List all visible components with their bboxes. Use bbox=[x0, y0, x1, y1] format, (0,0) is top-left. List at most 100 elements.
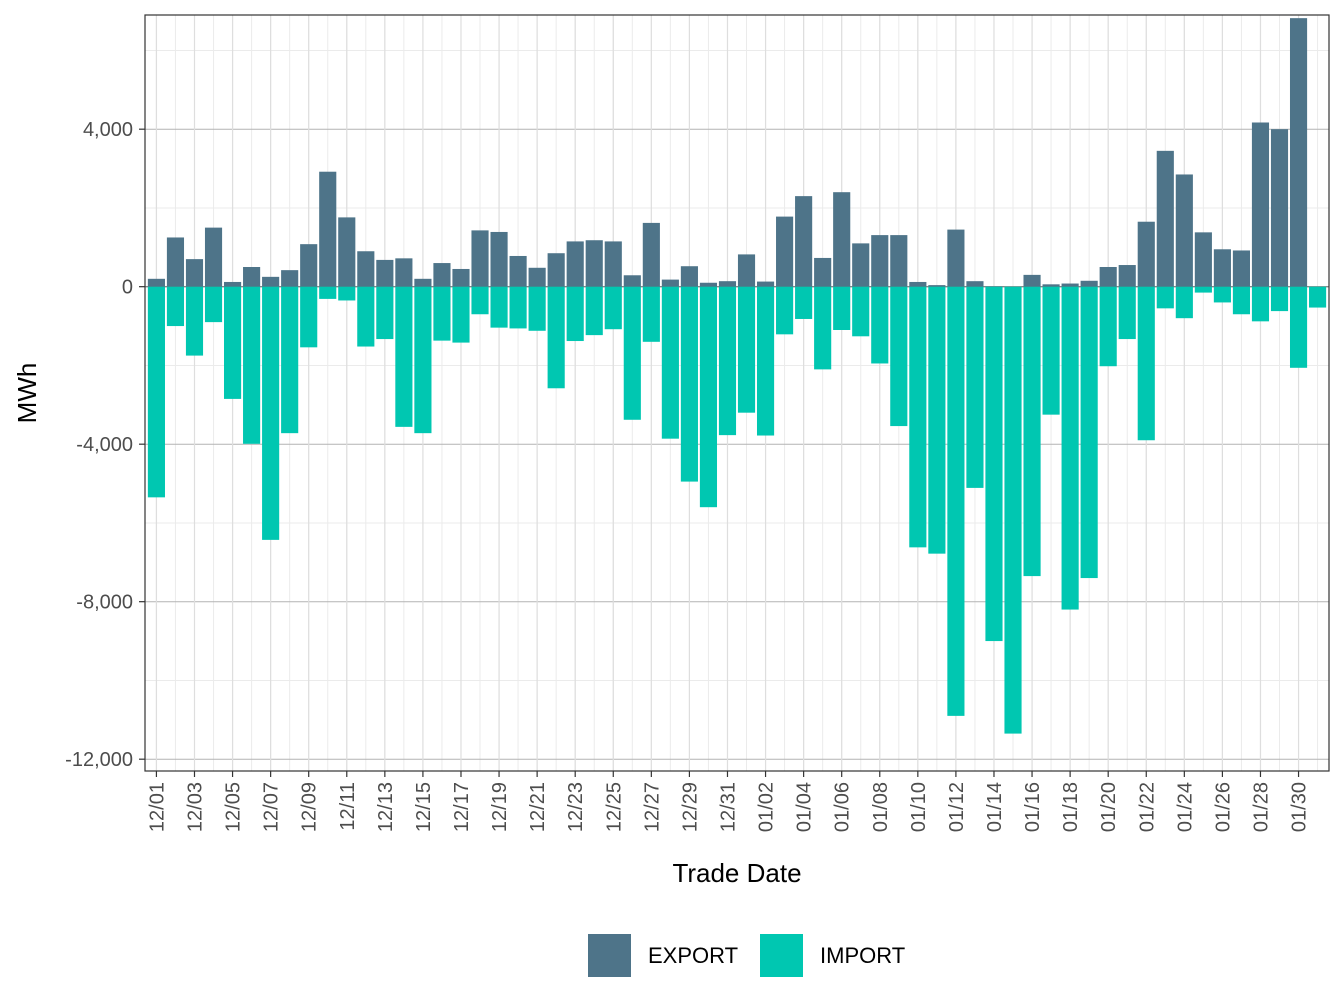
x-tick-label: 12/25 bbox=[603, 782, 625, 832]
x-tick-label: 12/03 bbox=[184, 782, 206, 832]
bar-import-12-04 bbox=[204, 286, 223, 323]
x-tick-label: 01/20 bbox=[1098, 782, 1120, 832]
bar-export-01-18 bbox=[1061, 283, 1079, 287]
bar-import-01-15 bbox=[1004, 286, 1022, 734]
plot-area bbox=[145, 15, 1329, 771]
panel-frame bbox=[144, 14, 1330, 772]
y-tick-label: 0 bbox=[122, 277, 133, 299]
legend-swatch-import bbox=[760, 934, 803, 977]
bar-import-01-28 bbox=[1251, 286, 1270, 322]
bar-import-12-02 bbox=[166, 286, 185, 327]
y-axis: 4,000 0 -4,000 -8,000 -12,000 bbox=[65, 119, 145, 771]
bar-export-01-12 bbox=[947, 229, 965, 287]
bar-import-12-06 bbox=[243, 286, 261, 444]
bar-import-01-26 bbox=[1213, 286, 1231, 303]
bar-import-01-07 bbox=[852, 286, 870, 337]
bar-import-12-11 bbox=[338, 286, 356, 301]
bar-export-01-13 bbox=[966, 281, 984, 287]
bar-export-12-06 bbox=[243, 267, 261, 287]
bar-export-01-05 bbox=[814, 257, 832, 287]
bar-import-12-29 bbox=[680, 286, 698, 482]
bar-import-01-12 bbox=[947, 286, 965, 716]
bar-export-12-04 bbox=[204, 227, 223, 287]
x-tick-label: 12/31 bbox=[717, 782, 739, 832]
bar-export-01-03 bbox=[776, 216, 794, 287]
x-tick-label: 01/26 bbox=[1212, 782, 1234, 832]
bar-import-12-07 bbox=[262, 286, 280, 540]
bar-export-12-20 bbox=[509, 255, 527, 287]
bar-export-01-26 bbox=[1213, 249, 1231, 287]
bar-export-01-04 bbox=[795, 196, 813, 287]
bar-export-01-16 bbox=[1023, 274, 1041, 287]
bar-import-01-31 bbox=[1309, 286, 1327, 308]
x-tick-label: 01/30 bbox=[1289, 782, 1311, 832]
panel-border bbox=[144, 14, 1330, 772]
bar-export-12-08 bbox=[281, 270, 299, 287]
bar-export-12-15 bbox=[414, 278, 432, 287]
bar-import-01-02 bbox=[756, 286, 775, 436]
bar-import-12-22 bbox=[547, 286, 565, 389]
bar-export-12-30 bbox=[699, 282, 718, 287]
bar-export-12-27 bbox=[642, 222, 660, 287]
bar-export-01-30 bbox=[1289, 18, 1308, 287]
bar-import-12-21 bbox=[528, 286, 546, 331]
bar-import-01-01 bbox=[737, 286, 756, 413]
legend-swatch-export bbox=[588, 934, 631, 977]
bar-export-12-10 bbox=[319, 171, 337, 287]
x-tick-label: 12/11 bbox=[337, 782, 359, 831]
bar-import-12-25 bbox=[604, 286, 622, 330]
bar-export-01-25 bbox=[1194, 232, 1212, 287]
bar-import-01-16 bbox=[1023, 286, 1041, 577]
bar-export-12-11 bbox=[338, 217, 356, 287]
x-tick-label: 12/23 bbox=[565, 782, 587, 832]
bar-export-01-28 bbox=[1251, 122, 1270, 287]
x-tick-label: 12/01 bbox=[146, 782, 168, 832]
bar-export-12-09 bbox=[300, 244, 318, 287]
bar-export-01-11 bbox=[928, 285, 946, 287]
bar-export-12-12 bbox=[357, 251, 375, 287]
bar-import-01-09 bbox=[890, 286, 908, 427]
plot-background bbox=[145, 15, 1329, 771]
bar-import-01-05 bbox=[814, 286, 832, 370]
legend-label-import: IMPORT bbox=[820, 943, 905, 968]
x-tick-label: 12/07 bbox=[261, 782, 283, 832]
x-tick-label: 01/16 bbox=[1022, 782, 1044, 832]
bar-import-01-10 bbox=[909, 286, 927, 548]
bar-export-12-03 bbox=[185, 259, 204, 287]
bar-export-01-02 bbox=[756, 281, 775, 287]
bar-export-01-22 bbox=[1137, 221, 1155, 287]
bar-import-01-18 bbox=[1061, 286, 1079, 610]
bar-export-01-23 bbox=[1156, 150, 1174, 287]
bar-export-01-27 bbox=[1232, 250, 1251, 287]
x-tick-label: 12/15 bbox=[413, 782, 435, 832]
x-tick-label: 12/13 bbox=[375, 782, 397, 832]
y-tick-label: -8,000 bbox=[76, 592, 133, 614]
bar-import-01-30 bbox=[1289, 286, 1308, 368]
bar-import-12-05 bbox=[223, 286, 242, 399]
bar-export-12-02 bbox=[166, 237, 185, 287]
x-tick-label: 01/06 bbox=[832, 782, 854, 832]
bar-export-01-08 bbox=[871, 235, 889, 287]
bar-import-01-23 bbox=[1156, 286, 1174, 309]
bar-export-01-19 bbox=[1080, 280, 1098, 287]
bar-import-01-25 bbox=[1194, 286, 1212, 293]
x-tick-label: 12/21 bbox=[527, 782, 549, 832]
bar-export-12-19 bbox=[490, 231, 508, 287]
bar-export-12-26 bbox=[623, 275, 641, 287]
bar-import-12-12 bbox=[357, 286, 375, 347]
legend-label-export: EXPORT bbox=[648, 943, 738, 968]
bar-import-12-23 bbox=[566, 286, 584, 342]
bar-export-12-24 bbox=[585, 240, 603, 287]
bar-export-12-16 bbox=[433, 263, 451, 287]
x-tick-label: 12/05 bbox=[223, 782, 245, 832]
x-tick-label: 01/04 bbox=[794, 782, 816, 832]
x-tick-label: 12/27 bbox=[641, 782, 663, 832]
bar-export-12-28 bbox=[661, 279, 679, 287]
x-tick-label: 01/08 bbox=[870, 782, 892, 832]
bar-import-01-14 bbox=[985, 286, 1003, 642]
bar-import-12-24 bbox=[585, 286, 603, 336]
bar-import-12-31 bbox=[718, 286, 737, 436]
bar-export-12-05 bbox=[223, 281, 242, 287]
bar-import-01-17 bbox=[1042, 286, 1060, 415]
